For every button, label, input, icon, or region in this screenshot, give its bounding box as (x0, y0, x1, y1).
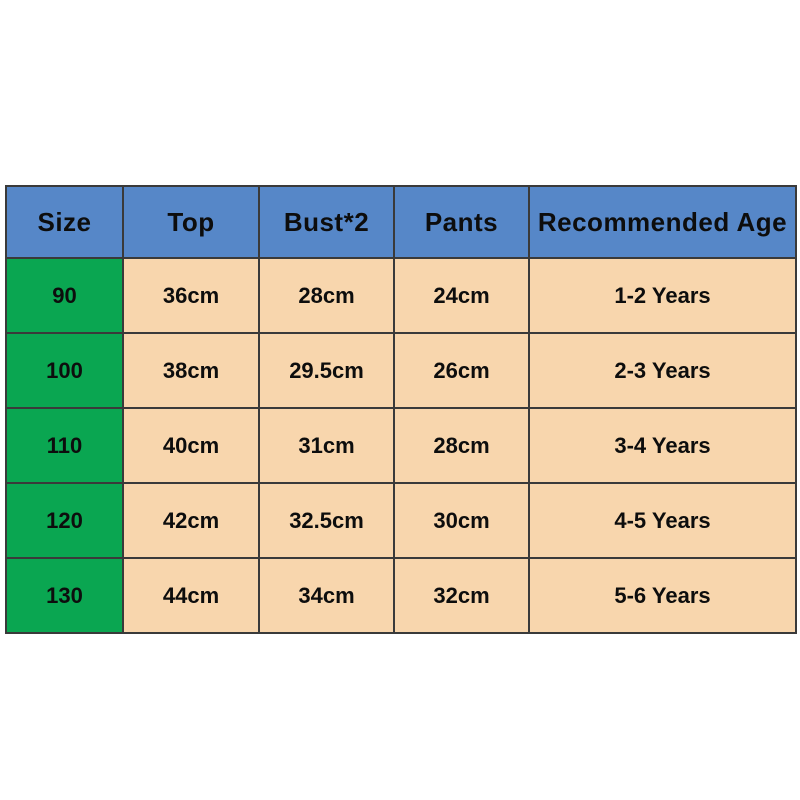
size-cell: 110 (5, 407, 124, 484)
bust-cell: 28cm (258, 257, 395, 334)
header-cell-top: Top (122, 185, 260, 259)
age-cell: 2-3 Years (528, 332, 797, 409)
table-row: 110 40cm 31cm 28cm 3-4 Years (5, 407, 797, 484)
age-cell: 1-2 Years (528, 257, 797, 334)
header-cell-bust: Bust*2 (258, 185, 395, 259)
bust-cell: 34cm (258, 557, 395, 634)
top-cell: 36cm (122, 257, 260, 334)
table-row: 120 42cm 32.5cm 30cm 4-5 Years (5, 482, 797, 559)
size-cell: 100 (5, 332, 124, 409)
pants-cell: 32cm (393, 557, 530, 634)
age-cell: 5-6 Years (528, 557, 797, 634)
table-row: 100 38cm 29.5cm 26cm 2-3 Years (5, 332, 797, 409)
top-cell: 38cm (122, 332, 260, 409)
pants-cell: 26cm (393, 332, 530, 409)
bust-cell: 31cm (258, 407, 395, 484)
top-cell: 42cm (122, 482, 260, 559)
table-row: 90 36cm 28cm 24cm 1-2 Years (5, 257, 797, 334)
pants-cell: 28cm (393, 407, 530, 484)
bust-cell: 29.5cm (258, 332, 395, 409)
header-cell-pants: Pants (393, 185, 530, 259)
size-cell: 120 (5, 482, 124, 559)
header-cell-recommended-age: Recommended Age (528, 185, 797, 259)
pants-cell: 30cm (393, 482, 530, 559)
top-cell: 44cm (122, 557, 260, 634)
size-chart-table: Size Top Bust*2 Pants Recommended Age 90… (5, 185, 797, 634)
pants-cell: 24cm (393, 257, 530, 334)
size-cell: 90 (5, 257, 124, 334)
top-cell: 40cm (122, 407, 260, 484)
header-cell-size: Size (5, 185, 124, 259)
age-cell: 3-4 Years (528, 407, 797, 484)
size-cell: 130 (5, 557, 124, 634)
header-row: Size Top Bust*2 Pants Recommended Age (5, 185, 797, 259)
table-row: 130 44cm 34cm 32cm 5-6 Years (5, 557, 797, 634)
age-cell: 4-5 Years (528, 482, 797, 559)
bust-cell: 32.5cm (258, 482, 395, 559)
